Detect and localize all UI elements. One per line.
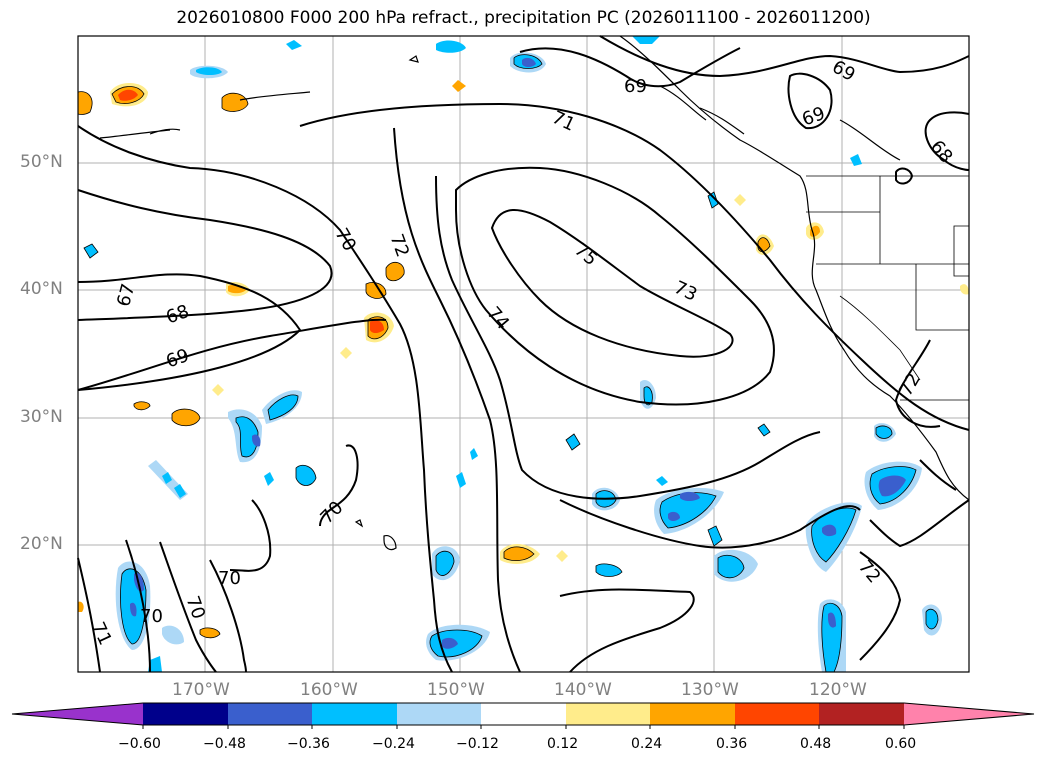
lon-label: 120°W <box>809 680 867 700</box>
colorbar-tick-label: −0.60 <box>118 736 161 752</box>
precip-blob <box>821 602 843 673</box>
lat-label: 50°N <box>20 152 63 172</box>
coastline <box>99 35 970 551</box>
precip-blob <box>162 625 184 645</box>
precip-blob <box>162 472 172 484</box>
precip-blob <box>456 472 466 488</box>
precip-blob <box>174 484 186 498</box>
precip-blob <box>925 608 939 630</box>
precip-blob <box>960 284 969 295</box>
precip-blob <box>668 511 680 521</box>
precip-blob <box>77 91 93 115</box>
contour-label: 69 <box>624 76 647 97</box>
precip-blob <box>83 243 99 259</box>
precip-blob <box>875 425 893 439</box>
precip-blob <box>734 194 746 206</box>
colorbar-tick-label: 0.36 <box>716 736 748 752</box>
precip-blob <box>199 627 221 639</box>
precip-blob <box>442 637 458 649</box>
colorbar-tick-label: −0.36 <box>287 736 330 752</box>
colorbar-tick-label: 0.48 <box>800 736 832 752</box>
precip-fill-blobs <box>77 36 969 673</box>
precip-blob <box>267 394 299 421</box>
colorbar-segment <box>143 703 228 725</box>
contour-label: 70 <box>218 568 241 589</box>
colorbar-segment <box>566 703 650 725</box>
colorbar-tick-label: 0.24 <box>631 736 663 752</box>
precip-blob <box>385 261 405 282</box>
precip-blob <box>78 601 84 612</box>
map-title: 2026010800 F000 200 hPa refract., precip… <box>176 8 871 28</box>
colorbar-segment <box>735 703 819 725</box>
precip-blob <box>118 89 138 101</box>
precip-blob <box>556 550 568 562</box>
precip-blob <box>435 550 455 576</box>
precip-blob <box>757 423 771 437</box>
colorbar-tick-label: 0.60 <box>885 736 917 752</box>
lat-label: 20°N <box>20 534 63 554</box>
colorbar-tick-label: 0.12 <box>547 736 579 752</box>
precip-blob <box>565 433 581 451</box>
colorbar-tick-label: −0.48 <box>203 736 246 752</box>
precip-blob <box>133 401 151 411</box>
colorbar-extend-low <box>12 703 143 725</box>
lon-label: 140°W <box>554 680 612 700</box>
colorbar-segment <box>228 703 312 725</box>
precip-blob <box>130 602 137 617</box>
colorbar-segment <box>397 703 481 725</box>
precip-blob <box>470 448 478 460</box>
precip-blob <box>707 191 719 209</box>
precip-blob <box>295 464 317 486</box>
precip-blob <box>286 40 302 50</box>
lon-label: 170°W <box>172 680 230 700</box>
precip-blob <box>595 563 623 577</box>
precip-blob <box>878 475 906 497</box>
political-borders <box>806 175 970 401</box>
precip-blob <box>656 476 668 486</box>
lat-label: 30°N <box>20 407 63 427</box>
precip-blob <box>340 347 352 359</box>
precip-blob <box>707 525 723 547</box>
colorbar-segment <box>819 703 904 725</box>
map-plot-area: 69 69 69 68 71 70 72 67 68 69 75 73 74 7… <box>77 35 970 673</box>
colorbar <box>11 702 1035 729</box>
precip-blob <box>235 416 259 458</box>
precip-blob <box>850 154 862 166</box>
lon-label: 130°W <box>681 680 739 700</box>
precip-blob <box>452 80 466 92</box>
refractivity-contours <box>77 35 970 673</box>
colorbar-segment <box>312 703 397 725</box>
precip-blob <box>264 472 274 486</box>
precip-blob <box>522 57 536 67</box>
precip-blob <box>717 554 745 579</box>
precip-blob <box>221 92 249 112</box>
precip-blob <box>680 491 700 501</box>
precip-blob <box>503 546 535 562</box>
colorbar-segment <box>650 703 735 725</box>
colorbar-tick-label: −0.12 <box>456 736 499 752</box>
colorbar-tick-label: −0.24 <box>372 736 415 752</box>
lon-label: 160°W <box>300 680 358 700</box>
precip-blob <box>643 386 653 406</box>
colorbar-segment <box>481 703 566 725</box>
precip-blob <box>370 320 384 333</box>
precip-blob <box>822 524 837 537</box>
precip-blob <box>148 656 162 672</box>
precip-blob <box>212 384 224 396</box>
precip-blob <box>436 40 466 53</box>
precip-blob <box>632 36 660 44</box>
precip-blob <box>810 225 820 237</box>
precip-blob <box>828 612 836 628</box>
colorbar-extend-high <box>904 703 1034 725</box>
map-frame <box>77 35 970 673</box>
precip-blob <box>196 67 222 75</box>
lat-label: 40°N <box>20 279 63 299</box>
precip-blob <box>171 408 201 427</box>
precip-blob <box>252 434 261 447</box>
lon-label: 150°W <box>427 680 485 700</box>
contour-label: 70 <box>140 606 163 627</box>
